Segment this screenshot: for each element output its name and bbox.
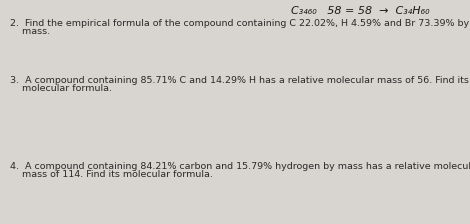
Text: C₃₄₆₀   58 = 58  →  C₃₄H₆₀: C₃₄₆₀ 58 = 58 → C₃₄H₆₀ <box>291 6 430 16</box>
Text: mass of 114. Find its molecular formula.: mass of 114. Find its molecular formula. <box>10 170 213 179</box>
Text: 4.  A compound containing 84.21% carbon and 15.79% hydrogen by mass has a relati: 4. A compound containing 84.21% carbon a… <box>10 162 470 171</box>
Text: mass.: mass. <box>10 27 50 36</box>
Text: molecular formula.: molecular formula. <box>10 84 112 93</box>
Text: 3.  A compound containing 85.71% C and 14.29% H has a relative molecular mass of: 3. A compound containing 85.71% C and 14… <box>10 76 469 85</box>
Text: 2.  Find the empirical formula of the compound containing C 22.02%, H 4.59% and : 2. Find the empirical formula of the com… <box>10 19 469 28</box>
